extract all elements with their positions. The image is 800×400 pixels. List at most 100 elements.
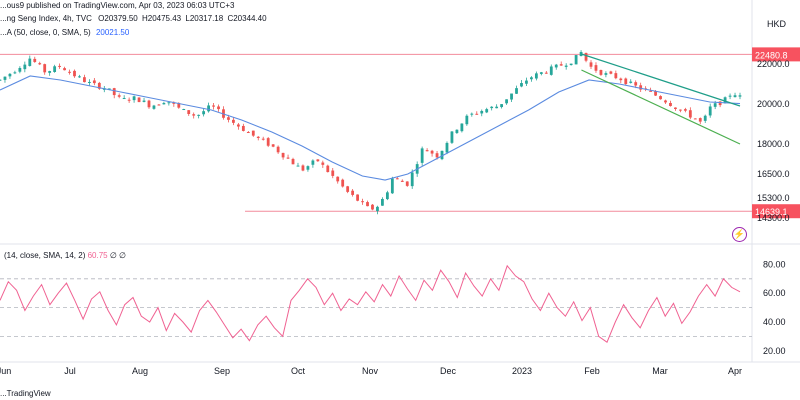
candle-body: [639, 85, 643, 90]
candle-body: [0, 79, 2, 81]
publisher-line: ...ous9 published on TradingView.com, Ap…: [0, 1, 234, 10]
channel-upper-line: [581, 53, 741, 107]
price-axis-tick: 22000.0: [757, 59, 790, 69]
candle-body: [688, 110, 692, 118]
candle-body: [187, 110, 191, 114]
candle-body: [435, 153, 439, 158]
candle-body: [609, 71, 613, 74]
level-price-tag: [752, 47, 800, 62]
time-axis-tick: Feb: [584, 366, 600, 376]
candle-body: [430, 150, 434, 154]
price-axis-tick: 16500.0: [757, 169, 790, 179]
price-axis-tick: 15300.0: [757, 193, 790, 203]
candle-body: [366, 202, 369, 207]
ma-legend: ...A (50, close, 0, SMA, 5) 20021.50: [0, 28, 129, 37]
rsi-extra: ∅ ∅: [110, 251, 126, 260]
candle-body: [425, 150, 429, 152]
lightning-icon[interactable]: ⚡: [732, 227, 747, 242]
candle-body: [713, 103, 717, 107]
candle-body: [530, 77, 533, 80]
candle-body: [698, 118, 702, 122]
candle-body: [450, 131, 454, 143]
candle-body: [127, 99, 131, 101]
level-price-label: 22480.8: [755, 50, 788, 60]
candle-body: [301, 165, 305, 171]
candle-body: [331, 170, 335, 176]
candle-body: [3, 76, 7, 80]
candle-body: [177, 103, 181, 108]
candle-body: [510, 93, 513, 100]
candle-body: [455, 129, 459, 133]
candle-body: [311, 160, 315, 165]
time-axis-tick: Oct: [291, 366, 306, 376]
candle-body: [649, 90, 653, 92]
candle-body: [68, 71, 71, 73]
candle-body: [525, 80, 528, 84]
candle-body: [236, 124, 240, 127]
candle-body: [594, 65, 598, 71]
rsi-axis-tick: 20.00: [763, 346, 786, 356]
level-price-label: 14639.1: [755, 207, 788, 217]
candle-body: [33, 58, 37, 62]
candle-body: [346, 186, 350, 192]
candle-body: [723, 97, 727, 104]
candle-body: [683, 109, 687, 111]
candle-body: [664, 100, 667, 103]
candle-body: [654, 91, 657, 96]
candle-body: [390, 178, 394, 194]
candle-body: [629, 81, 633, 83]
candle-body: [38, 63, 42, 65]
rsi-axis-tick: 80.00: [763, 259, 786, 269]
candle-body: [58, 65, 61, 67]
candle-body: [405, 181, 409, 186]
candle-body: [78, 76, 81, 78]
candle-body: [361, 201, 364, 203]
candle-body: [251, 130, 255, 136]
symbol-text: ...ng Seng Index, 4h, TVC: [0, 14, 92, 23]
candle-body: [48, 71, 52, 73]
candle-body: [276, 146, 280, 153]
candle-body: [579, 52, 583, 57]
candle-body: [420, 148, 424, 163]
ohlc-close: C20344.40: [227, 14, 267, 23]
candle-body: [321, 162, 325, 165]
candle-body: [559, 64, 563, 66]
candle-body: [410, 172, 414, 187]
candle-body: [589, 62, 593, 67]
rsi-axis-tick: 60.00: [763, 288, 786, 298]
candle-body: [296, 165, 300, 167]
candle-body: [718, 101, 722, 106]
candle-body: [266, 138, 270, 146]
candle-body: [227, 117, 230, 120]
candle-body: [634, 82, 638, 86]
ohlc-open: O20379.50: [98, 14, 138, 23]
candle-body: [132, 96, 136, 101]
time-axis-tick: Aug: [132, 366, 148, 376]
candle-body: [395, 178, 399, 180]
candle-body: [738, 95, 742, 97]
candle-body: [207, 105, 210, 112]
candle-body: [241, 125, 245, 131]
time-axis-tick: Sep: [214, 366, 230, 376]
rsi-legend: (14, close, SMA, 14, 2) 60.75 ∅ ∅: [4, 251, 126, 260]
candle-body: [53, 66, 57, 72]
candle-body: [371, 204, 374, 210]
candle-body: [112, 88, 116, 96]
rsi-latest-value: 60.75: [88, 251, 110, 260]
time-axis-tick: Jun: [0, 366, 11, 376]
candle-body: [554, 64, 558, 68]
candle-body: [520, 83, 523, 87]
candle-body: [23, 64, 27, 70]
candle-body: [480, 110, 484, 114]
candle-body: [13, 72, 17, 74]
candle-body: [316, 159, 320, 162]
candle-body: [212, 105, 215, 107]
candle-body: [261, 138, 265, 140]
candle-body: [460, 123, 464, 132]
candle-body: [599, 69, 603, 75]
candle-body: [385, 192, 389, 200]
candle-body: [286, 157, 290, 159]
price-axis-tick: 14300.0: [757, 213, 790, 223]
rsi-line: [0, 264, 741, 343]
